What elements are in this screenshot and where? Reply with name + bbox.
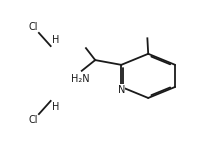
Text: Cl: Cl xyxy=(29,115,38,125)
Text: N: N xyxy=(118,85,125,95)
Text: H: H xyxy=(51,35,59,45)
Text: H: H xyxy=(51,102,59,112)
Text: H₂N: H₂N xyxy=(71,74,89,84)
Text: Cl: Cl xyxy=(29,22,38,32)
